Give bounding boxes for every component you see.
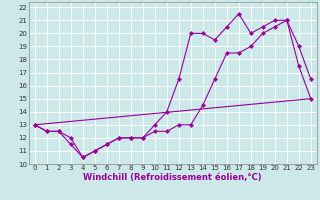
X-axis label: Windchill (Refroidissement éolien,°C): Windchill (Refroidissement éolien,°C) — [84, 173, 262, 182]
